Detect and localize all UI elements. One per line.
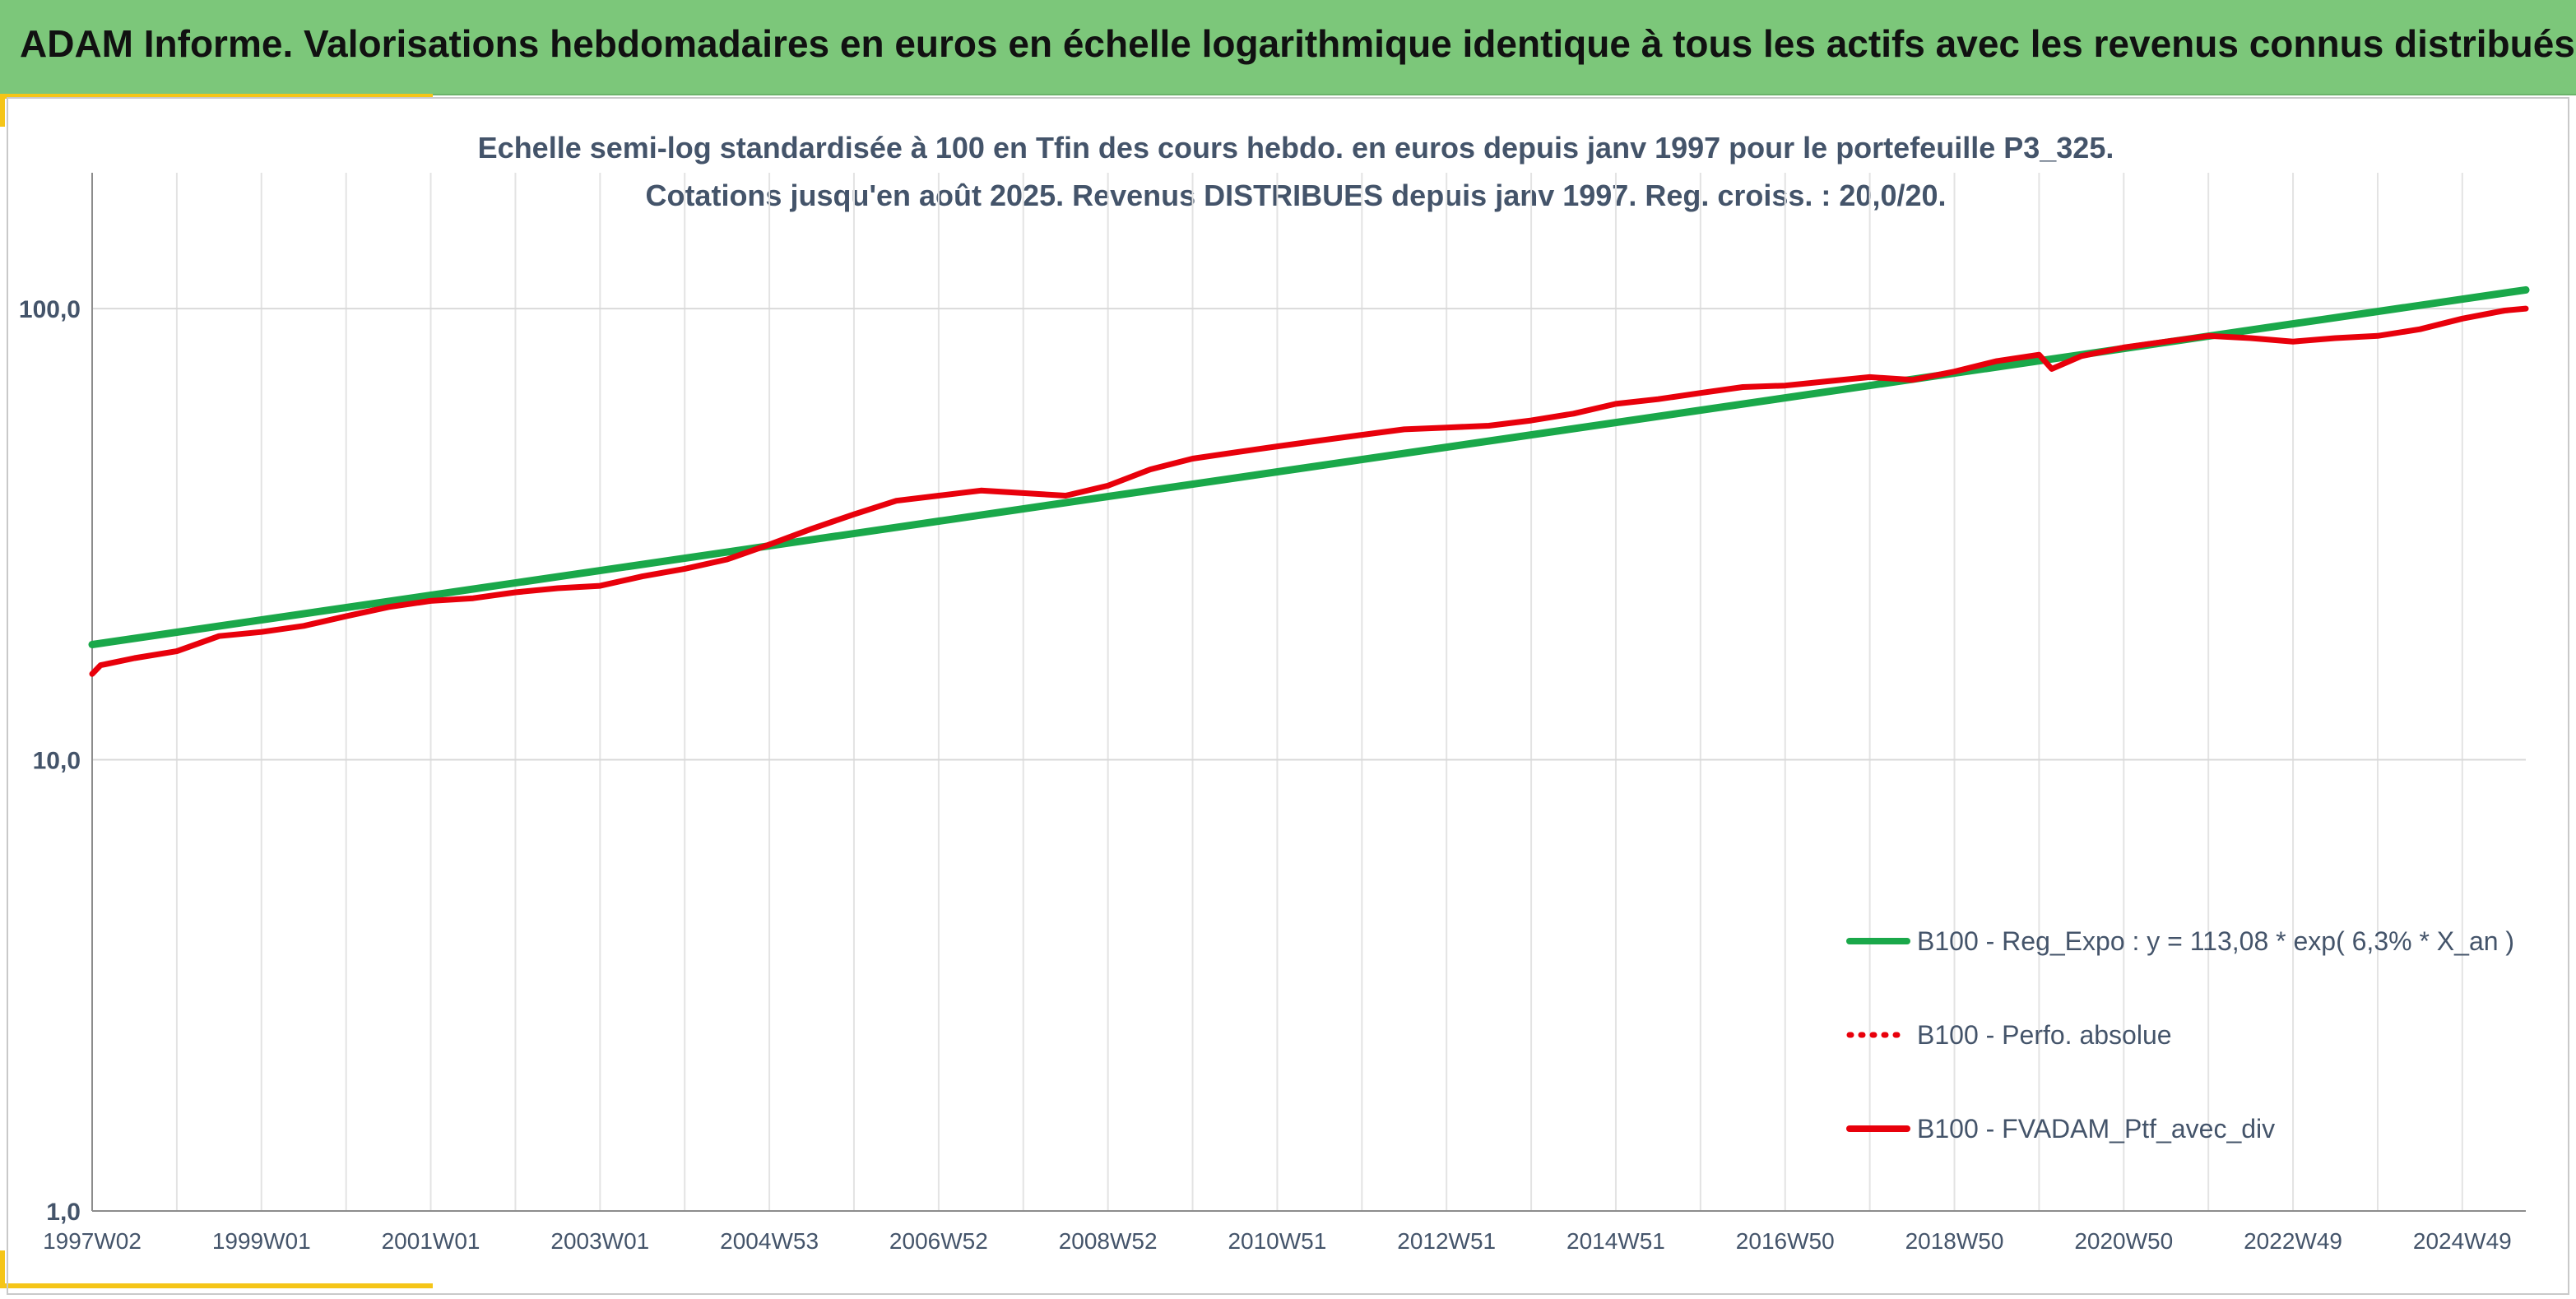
series-lines: [88, 285, 2530, 677]
x-tick-label: 2012W51: [1397, 1228, 1496, 1254]
x-tick-label: 2014W51: [1566, 1228, 1665, 1254]
legend-item-regression-label: B100 - Reg_Expo : y = 113,08 * exp( 6,3%…: [1917, 926, 2514, 956]
chart-subtitle: Cotations jusqu'en août 2025. Revenus DI…: [645, 179, 1946, 212]
legend-item-portfolio-label: B100 - FVADAM_Ptf_avec_div: [1917, 1114, 2275, 1144]
y-axis-ticks: 1,0 10,0 100,0: [19, 296, 81, 1226]
x-tick-label: 2006W52: [889, 1228, 988, 1254]
corner-accent-top-left-vertical: [0, 94, 5, 127]
x-tick-label: 2024W49: [2413, 1228, 2512, 1254]
x-tick-label: 1999W01: [212, 1228, 311, 1254]
page-title: ADAM Informe. Valorisations hebdomadaire…: [20, 22, 2575, 65]
legend-item-perfo-absolue-label: B100 - Perfo. absolue: [1917, 1020, 2172, 1050]
header-banner: ADAM Informe. Valorisations hebdomadaire…: [0, 0, 2576, 95]
x-tick-label: 2004W53: [720, 1228, 819, 1254]
legend: B100 - Reg_Expo : y = 113,08 * exp( 6,3%…: [1846, 926, 2514, 1144]
x-tick-label: 2008W52: [1059, 1228, 1158, 1254]
corner-accent-top-left: [0, 94, 433, 99]
x-tick-label: 2020W50: [2074, 1228, 2173, 1254]
x-tick-label: 2022W49: [2244, 1228, 2342, 1254]
x-tick-label: 2018W50: [1905, 1228, 2004, 1254]
series-line-portfolio: [89, 305, 2529, 677]
corner-accent-bottom-left-vertical: [0, 1250, 5, 1288]
x-tick-label: 1997W02: [43, 1228, 142, 1254]
x-tick-label: 2010W51: [1228, 1228, 1326, 1254]
y-tick-label: 100,0: [19, 296, 81, 323]
x-tick-label: 2003W01: [550, 1228, 649, 1254]
y-tick-label: 10,0: [33, 748, 81, 775]
x-axis-ticks: 1997W02 1999W01 2001W01 2003W01 2004W53 2006W…: [43, 1228, 2512, 1254]
chart-title: Echelle semi-log standardisée à 100 en T…: [478, 131, 2114, 165]
chart-frame: [7, 97, 2569, 1295]
grid: [91, 173, 2526, 1212]
corner-accent-bottom-left: [0, 1283, 433, 1288]
y-tick-label: 1,0: [46, 1199, 81, 1226]
x-tick-label: 2001W01: [382, 1228, 480, 1254]
x-tick-label: 2016W50: [1736, 1228, 1835, 1254]
